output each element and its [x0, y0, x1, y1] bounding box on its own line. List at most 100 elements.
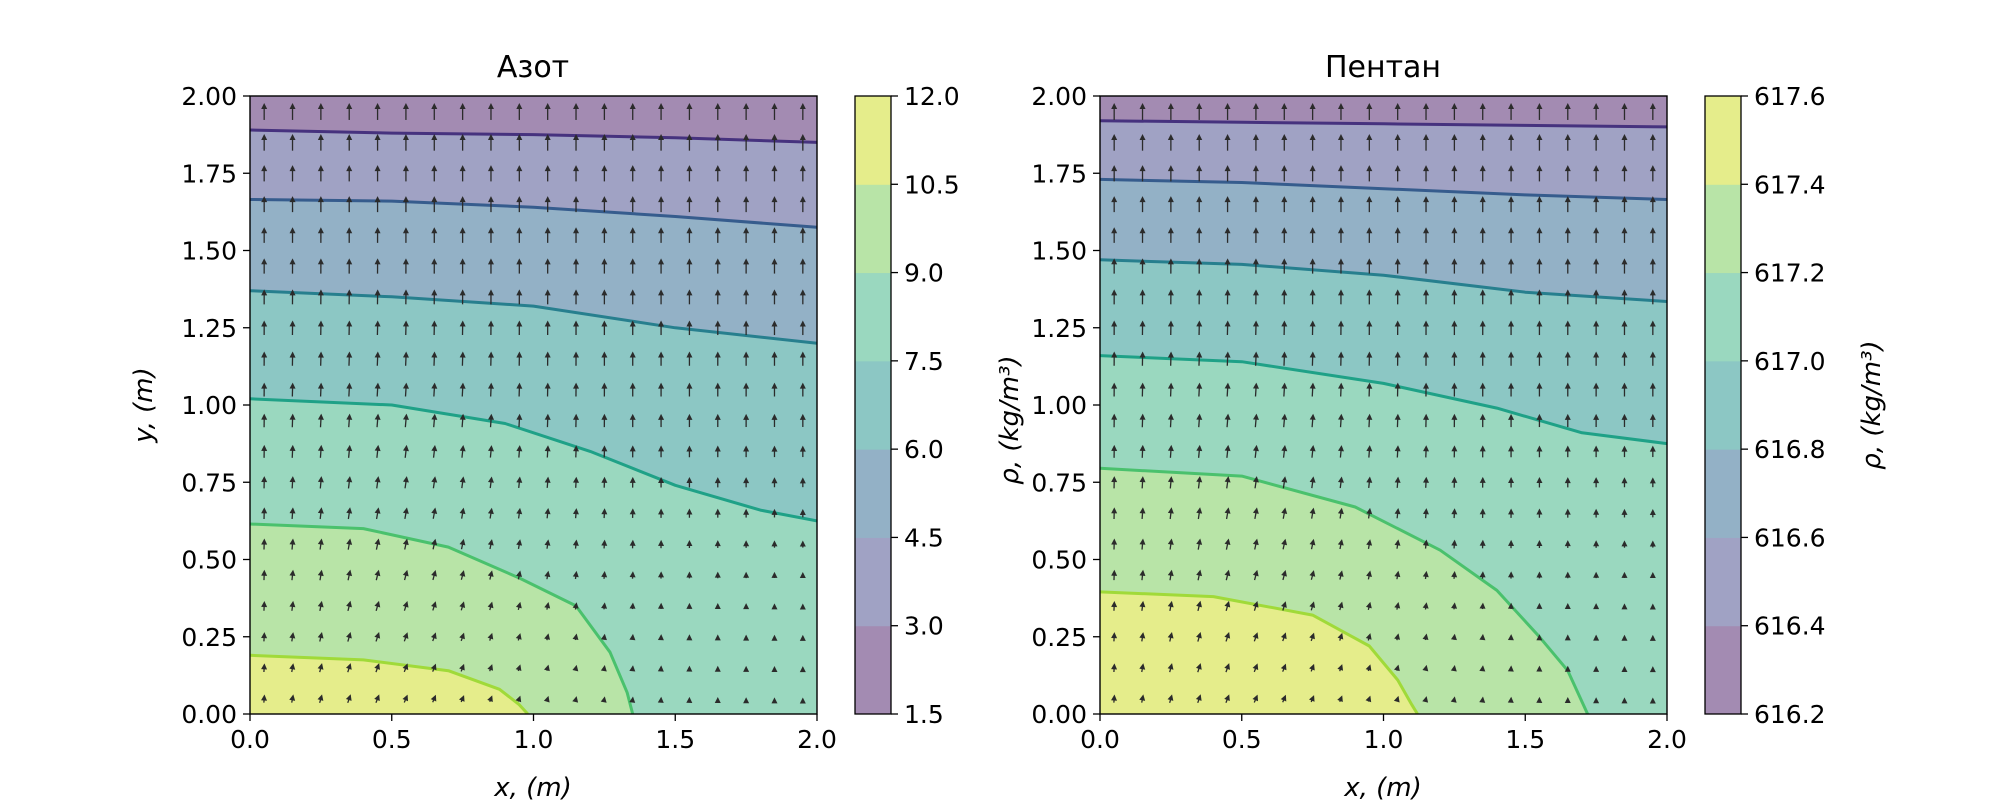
quiver-arrow	[1394, 602, 1401, 610]
quiver-arrow	[1224, 569, 1231, 581]
quiver-arrow	[771, 571, 778, 579]
quiver-arrow	[1593, 634, 1600, 641]
quiver-arrow	[1280, 663, 1287, 672]
quiver-arrow	[771, 227, 778, 243]
quiver-arrow	[346, 258, 353, 274]
quiver-arrow	[1252, 258, 1259, 274]
quiver-arrow	[771, 634, 778, 641]
quiver-arrow	[1281, 102, 1288, 120]
quiver-arrow	[573, 227, 580, 243]
quiver-arrow	[1224, 258, 1231, 274]
quiver-arrow	[1252, 320, 1259, 336]
quiver-arrow	[1423, 134, 1430, 151]
quiver-arrow	[1394, 476, 1401, 488]
quiver-arrow	[516, 539, 523, 549]
colorbar-band	[855, 272, 891, 362]
quiver-arrow	[743, 196, 750, 213]
quiver-arrow	[1450, 665, 1457, 672]
x-axis-azot: 0.0 0.5 1.0 1.5 2.0	[230, 714, 837, 754]
contour-line-617.4	[1100, 590, 1419, 714]
quiver-arrow	[1139, 632, 1146, 642]
quiver-arrow	[799, 351, 806, 366]
quiver-arrow	[374, 663, 380, 673]
quiver-arrow	[289, 227, 296, 243]
quiver-arrow	[686, 696, 693, 703]
quiver-arrow	[1338, 445, 1344, 458]
quiver-arrow	[431, 102, 438, 120]
quiver-arrow	[516, 320, 523, 336]
band-617.4	[1100, 591, 1418, 714]
quiver-arrow	[1593, 134, 1600, 151]
quiver-arrow	[374, 569, 381, 581]
quiver-arrow	[1479, 539, 1486, 549]
quiver-arrow	[289, 413, 296, 428]
quiver-arrow	[1394, 382, 1401, 397]
quiver-arrow	[1508, 134, 1515, 151]
quiver-arrow	[1536, 540, 1543, 549]
quiver-arrow	[1564, 102, 1571, 120]
quiver-arrow	[799, 603, 806, 610]
quiver-arrow	[573, 196, 580, 213]
quiver-arrow	[544, 102, 551, 120]
x-tick-label: 0.0	[1080, 725, 1120, 754]
quiver-arrow	[317, 227, 324, 243]
quiver-arrow	[1423, 320, 1430, 336]
quiver-arrow	[1309, 165, 1316, 182]
quiver-arrow	[1139, 320, 1146, 336]
quiver-arrow	[1423, 382, 1430, 397]
quiver-arrow	[1224, 382, 1231, 397]
quiver-arrow	[1111, 663, 1118, 673]
quiver-arrow	[771, 196, 778, 213]
colorbar-band	[855, 537, 891, 627]
quiver-arrow	[658, 134, 665, 151]
y-tick-label: 0.50	[181, 546, 237, 575]
quiver-arrow	[1621, 413, 1628, 427]
colorbar-tick-label: 616.4	[1754, 612, 1826, 641]
quiver-arrow	[459, 351, 466, 366]
quiver-arrow	[629, 351, 636, 366]
quiver-arrow	[1649, 258, 1656, 274]
quiver-arrow	[1422, 602, 1429, 610]
quiver-arrow	[1564, 320, 1571, 336]
quiver-arrow	[1593, 165, 1600, 182]
quiver-arrow	[1479, 508, 1486, 518]
colorbar-tick-label: 617.6	[1754, 82, 1826, 111]
quiver-arrow	[1139, 351, 1146, 366]
quiver-arrow	[1423, 445, 1430, 458]
quiver-arrow	[799, 382, 806, 397]
quiver-arrow	[516, 351, 523, 366]
quiver-arrow	[658, 508, 665, 518]
quiver-arrow	[629, 102, 636, 120]
quiver-arrow	[657, 665, 664, 672]
quiver-arrow	[799, 540, 806, 548]
quiver-arrow	[1508, 382, 1515, 397]
quiver-arrow	[1139, 694, 1146, 703]
quiver-arrow	[261, 320, 268, 336]
quiver-arrow	[430, 632, 437, 642]
quiver-arrow	[714, 165, 721, 182]
quiver-arrow	[261, 351, 268, 366]
quiver-arrow	[346, 444, 353, 458]
quiver-arrow	[1508, 289, 1515, 305]
quiver-arrow	[1111, 476, 1118, 489]
quiver-arrow	[1394, 227, 1401, 243]
quiver-arrow	[1564, 165, 1571, 182]
quiver-arrow	[686, 413, 693, 428]
quiver-arrow	[1564, 634, 1571, 641]
quiver-arrow	[1366, 196, 1373, 213]
y-tick-label: 1.50	[1031, 237, 1087, 266]
quiver-arrow	[346, 569, 353, 581]
quiver-arrow	[1337, 289, 1344, 305]
y-tick-label: 0.25	[1031, 623, 1087, 652]
quiver-arrow	[1479, 633, 1486, 641]
quiver-arrow	[1508, 320, 1515, 336]
quiver-arrow	[1394, 351, 1401, 366]
quiver-arrow	[1337, 134, 1344, 151]
quiver-arrow	[572, 696, 579, 703]
quiver-arrow	[487, 570, 494, 580]
quiver-arrow	[629, 633, 636, 641]
quiver-arrow	[1507, 665, 1514, 672]
colorbar-band	[1705, 537, 1741, 627]
quiver-arrow	[1564, 196, 1571, 213]
quiver-arrow	[1281, 601, 1287, 611]
